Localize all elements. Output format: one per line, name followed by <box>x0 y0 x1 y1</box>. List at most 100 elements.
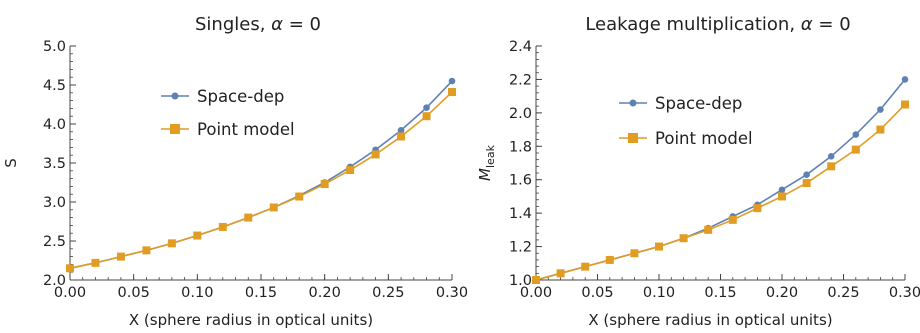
data-point-point-model <box>630 249 639 258</box>
legend-label-point-model: Point model <box>655 129 753 148</box>
data-point-point-model <box>679 234 688 243</box>
chart-title-rest: = 0 <box>283 14 321 35</box>
x-axis-label: X (sphere radius in optical units) <box>588 311 832 329</box>
data-point-space-dep <box>901 76 909 83</box>
data-point-point-model <box>556 269 565 278</box>
y-axis-label: S <box>2 158 20 168</box>
data-point-point-model <box>901 100 909 109</box>
chart-title-rest: = 0 <box>813 14 851 35</box>
data-point-point-model <box>851 145 860 154</box>
y-tick-label: 2.5 <box>43 234 66 250</box>
chart-panel-1: Singles, α = 0 0.00 0.05 0.10 0.15 0.20 0.25 0.… <box>2 14 468 329</box>
data-point-point-model <box>66 264 74 273</box>
data-point-point-model <box>397 132 406 141</box>
data-point-point-model <box>142 246 151 255</box>
data-point-space-dep <box>827 153 835 160</box>
data-point-point-model <box>655 242 663 251</box>
chart-title: Singles, α = 0 <box>195 14 321 35</box>
data-point-point-model <box>295 192 304 201</box>
data-point-space-dep <box>397 126 405 134</box>
y-tick-label: 2.2 <box>509 72 532 88</box>
y-tick-label: 5.0 <box>43 39 66 55</box>
series-line-point-model <box>69 91 453 270</box>
x-tick-label: 0.10 <box>643 285 675 301</box>
y-axis-label: Mleak <box>476 144 497 181</box>
legend-label-space-dep: Space-dep <box>197 87 284 106</box>
y-tick-label: 3.5 <box>43 156 66 172</box>
data-point-point-model <box>116 252 125 261</box>
y-tick-label: 1.0 <box>509 273 532 289</box>
legend-marker-circle <box>171 92 179 100</box>
x-tick-label: 0.20 <box>309 285 341 301</box>
data-point-space-dep <box>877 106 884 113</box>
data-point-point-model <box>269 203 278 212</box>
legend-label-space-dep: Space-dep <box>655 94 742 113</box>
chart-title-symbol: α <box>271 14 283 35</box>
data-point-point-model <box>581 262 590 271</box>
data-point-point-model <box>346 166 355 175</box>
data-point-space-dep <box>448 77 456 85</box>
chart-title-text: Leakage multiplication, <box>585 14 800 35</box>
series-line-point-model <box>535 103 906 281</box>
x-tick-label: 0.30 <box>436 285 468 301</box>
x-tick-label: 0.25 <box>372 285 404 301</box>
x-tick-label: 0.30 <box>889 285 920 301</box>
data-point-point-model <box>244 213 253 222</box>
legend-marker-square <box>170 124 180 134</box>
x-tick-label: 0.05 <box>581 285 613 301</box>
data-point-point-model <box>371 150 380 159</box>
data-point-point-model <box>193 231 202 240</box>
data-point-space-dep <box>423 104 430 111</box>
y-tick-label: 1.4 <box>509 206 532 222</box>
data-point-space-dep <box>803 171 810 178</box>
chart-title-text: Singles, <box>195 14 271 35</box>
y-axis-label-subscript: leak <box>484 144 497 168</box>
y-tick-label: 2.4 <box>509 39 532 55</box>
data-point-point-model <box>91 258 100 267</box>
legend-marker-square <box>628 133 638 143</box>
y-tick-label: 3.0 <box>43 195 66 211</box>
x-tick-label: 0.10 <box>181 285 213 301</box>
data-point-point-model <box>728 215 737 224</box>
x-tick-label: 0.15 <box>704 285 736 301</box>
data-point-space-dep <box>778 186 786 194</box>
data-point-point-model <box>218 222 227 231</box>
x-tick-label: 0.15 <box>245 285 277 301</box>
data-point-point-model <box>448 88 456 97</box>
chart-title-symbol: α <box>801 14 813 35</box>
y-tick-label: 1.8 <box>509 139 532 155</box>
data-point-point-model <box>753 204 762 213</box>
y-tick-label: 2.0 <box>43 273 66 289</box>
data-point-point-model <box>876 125 885 134</box>
data-point-space-dep <box>852 131 860 138</box>
data-point-point-model <box>605 255 614 264</box>
x-tick-label: 0.00 <box>54 285 86 301</box>
data-point-point-model <box>422 112 431 121</box>
data-point-point-model <box>320 180 329 189</box>
y-axis-label-main: M <box>476 168 494 181</box>
y-tick-label: 1.2 <box>509 240 532 256</box>
chart-panel-2: Leakage multiplication, α = 0 0.00 0.05 0.1… <box>476 14 920 329</box>
legend: Space-dep Point model <box>619 94 753 148</box>
x-tick-label: 0.05 <box>118 285 150 301</box>
data-point-point-model <box>802 179 811 188</box>
x-tick-label: 0.25 <box>827 285 859 301</box>
y-tick-label: 2.0 <box>509 106 532 122</box>
y-tick-label: 1.6 <box>509 173 532 189</box>
x-tick-label: 0.20 <box>766 285 798 301</box>
chart-title: Leakage multiplication, α = 0 <box>585 14 850 35</box>
data-point-point-model <box>167 239 176 248</box>
data-point-point-model <box>778 192 786 201</box>
data-point-point-model <box>704 225 713 234</box>
y-tick-label: 4.5 <box>43 78 66 94</box>
legend: Space-dep Point model <box>161 87 295 139</box>
data-point-point-model <box>532 276 540 284</box>
x-tick-label: 0.00 <box>520 285 552 301</box>
x-axis-label: X (sphere radius in optical units) <box>129 311 373 329</box>
y-tick-label: 4.0 <box>43 117 66 133</box>
data-point-point-model <box>827 162 836 171</box>
series-line-space-dep <box>69 80 453 270</box>
legend-label-point-model: Point model <box>197 120 295 139</box>
legend-marker-circle <box>629 99 637 107</box>
